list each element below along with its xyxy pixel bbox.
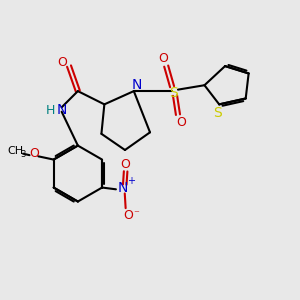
Text: +: + <box>127 176 135 186</box>
Text: O: O <box>30 147 39 160</box>
Text: O: O <box>58 56 68 69</box>
Text: 3: 3 <box>21 150 26 159</box>
Text: N: N <box>56 103 67 117</box>
Text: S: S <box>213 106 222 120</box>
Text: ⁻: ⁻ <box>133 210 139 220</box>
Text: O: O <box>158 52 168 65</box>
Text: N: N <box>132 78 142 92</box>
Text: O: O <box>121 158 130 171</box>
Text: O: O <box>123 209 133 222</box>
Text: O: O <box>176 116 186 128</box>
Text: CH: CH <box>7 146 23 156</box>
Text: H: H <box>46 104 55 117</box>
Text: S: S <box>169 85 178 100</box>
Text: N: N <box>118 181 128 195</box>
